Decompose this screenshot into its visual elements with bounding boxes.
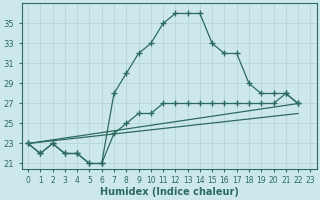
X-axis label: Humidex (Indice chaleur): Humidex (Indice chaleur) [100,187,239,197]
